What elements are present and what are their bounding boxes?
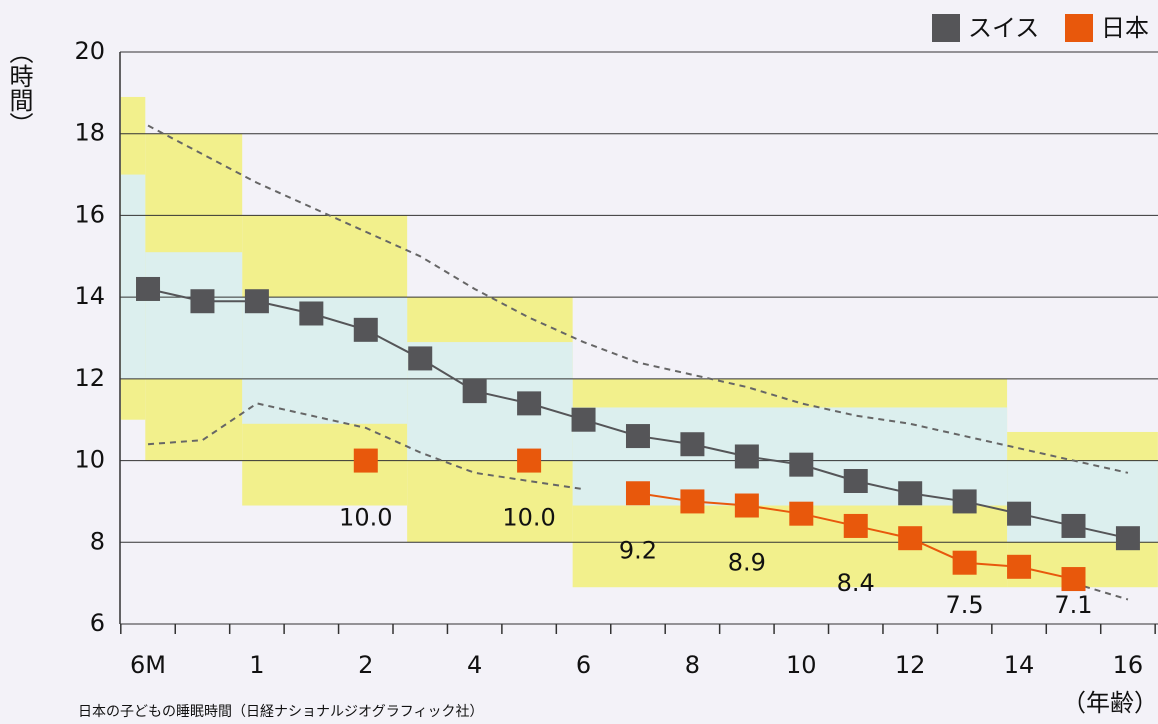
- y-tick-label: 8: [90, 527, 105, 555]
- point: [789, 452, 814, 477]
- point: [1007, 554, 1032, 579]
- x-tick-label: 16: [1113, 651, 1144, 679]
- value-label: 10.0: [339, 504, 392, 532]
- point: [843, 513, 868, 538]
- point: [571, 407, 596, 432]
- point: [1007, 501, 1032, 526]
- point: [625, 424, 650, 449]
- y-tick-label: 10: [74, 446, 105, 474]
- x-tick-label: 1: [249, 651, 264, 679]
- value-label: 8.9: [728, 549, 766, 577]
- y-tick-label: 20: [74, 37, 105, 65]
- point: [625, 481, 650, 506]
- point: [734, 493, 759, 518]
- point: [353, 448, 378, 473]
- point: [734, 444, 759, 469]
- point: [680, 432, 705, 457]
- dashed-line: [147, 402, 1129, 601]
- point: [952, 550, 977, 575]
- point: [1115, 526, 1140, 551]
- y-tick-label: 18: [74, 119, 105, 147]
- y-tick-label: 14: [74, 282, 105, 310]
- legend-label: 日本: [1101, 14, 1149, 42]
- point: [1061, 567, 1086, 592]
- point: [843, 469, 868, 493]
- legend-swatch: [1065, 14, 1093, 42]
- dashed-line: [147, 124, 1129, 474]
- x-tick-label: 2: [358, 651, 373, 679]
- point: [353, 317, 378, 342]
- y-axis-label: （時間）: [5, 40, 33, 136]
- range-box: [120, 174, 146, 379]
- point: [190, 289, 215, 314]
- point: [680, 489, 705, 514]
- value-label: 10.0: [502, 504, 555, 532]
- value-label: 7.5: [946, 591, 984, 619]
- x-tick-label: 10: [786, 651, 817, 679]
- value-label: 7.1: [1054, 591, 1092, 619]
- point: [952, 489, 977, 514]
- point: [898, 481, 923, 506]
- x-tick-label: 12: [895, 651, 926, 679]
- x-tick-label: 4: [467, 651, 482, 679]
- x-axis-label: （年齢）: [1062, 689, 1158, 717]
- range-box: [145, 252, 243, 379]
- point: [408, 346, 433, 371]
- point: [517, 391, 542, 416]
- range-box: [242, 297, 408, 424]
- point: [244, 289, 269, 314]
- x-tick-label: 14: [1004, 651, 1035, 679]
- point: [462, 379, 487, 404]
- legend-label: スイス: [968, 14, 1039, 42]
- x-tick-label: 6M: [130, 651, 166, 679]
- point: [1061, 513, 1086, 538]
- legend-swatch: [932, 14, 960, 42]
- y-tick-label: 6: [90, 609, 105, 637]
- point: [789, 501, 814, 526]
- y-tick-label: 12: [74, 364, 105, 392]
- y-tick-label: 16: [74, 200, 105, 228]
- value-label: 8.4: [837, 569, 875, 597]
- range-box: [407, 342, 573, 461]
- point: [898, 526, 923, 551]
- x-tick-label: 8: [685, 651, 700, 679]
- value-label: 9.2: [619, 536, 657, 564]
- x-tick-label: 6: [576, 651, 591, 679]
- point: [299, 301, 324, 326]
- point: [136, 276, 161, 301]
- point: [517, 448, 542, 473]
- source-note: 日本の子どもの睡眠時間（日経ナショナルジオグラフィック社）: [78, 704, 483, 720]
